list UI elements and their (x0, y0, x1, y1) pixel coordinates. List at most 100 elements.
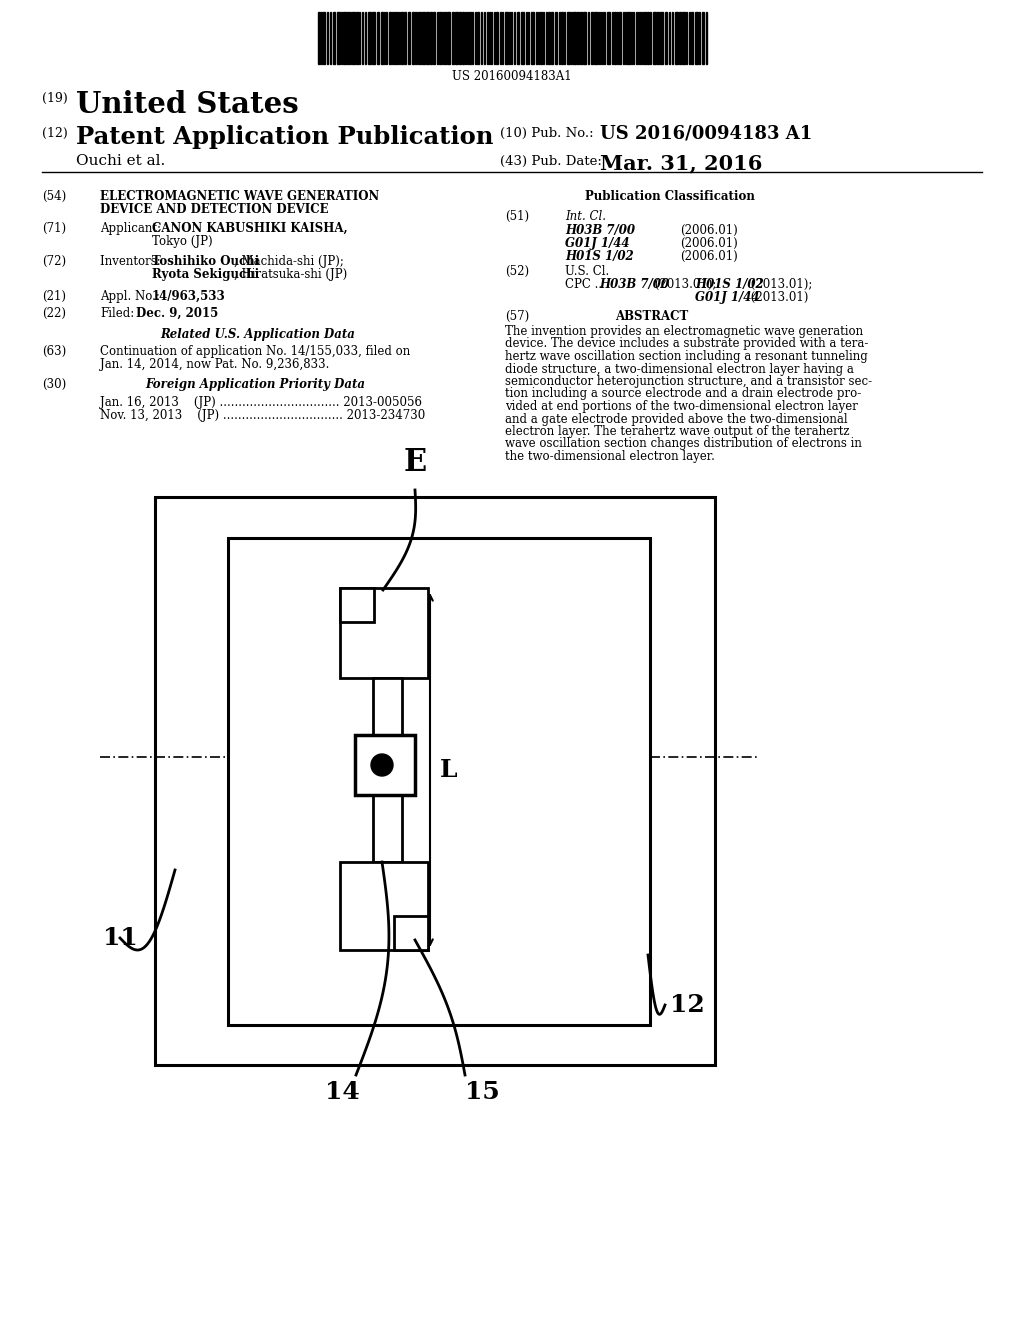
Text: vided at end portions of the two-dimensional electron layer: vided at end portions of the two-dimensi… (505, 400, 858, 413)
Bar (372, 12, 375, 63)
Text: Nov. 13, 2013    (JP) ................................ 2013-234730: Nov. 13, 2013 (JP) .....................… (100, 409, 425, 422)
Text: ABSTRACT: ABSTRACT (615, 310, 688, 323)
Text: and a gate electrode provided above the two-dimensional: and a gate electrode provided above the … (505, 412, 848, 425)
Bar (352, 12, 355, 63)
Text: G01J 1/44: G01J 1/44 (565, 238, 630, 249)
Bar (555, 12, 557, 63)
Text: Filed:: Filed: (100, 308, 134, 319)
Text: (57): (57) (505, 310, 529, 323)
Bar (653, 12, 656, 63)
Text: the two-dimensional electron layer.: the two-dimensional electron layer. (505, 450, 715, 463)
Text: (2013.01);: (2013.01); (746, 279, 812, 290)
Text: (10) Pub. No.:: (10) Pub. No.: (500, 127, 594, 140)
Bar (355, 735, 415, 795)
Bar (323, 12, 325, 63)
Text: Continuation of application No. 14/155,033, filed on: Continuation of application No. 14/155,0… (100, 345, 411, 358)
Text: Applicant:: Applicant: (100, 222, 165, 235)
Bar (580, 12, 582, 63)
Bar (614, 12, 616, 63)
Bar (618, 12, 621, 63)
Bar (318, 12, 319, 63)
Bar (505, 12, 508, 63)
Bar (496, 12, 498, 63)
Bar (430, 12, 432, 63)
Bar (422, 12, 425, 63)
Text: H03B 7/00: H03B 7/00 (565, 224, 635, 238)
Text: Int. Cl.: Int. Cl. (565, 210, 606, 223)
Bar (682, 12, 685, 63)
Text: electron layer. The terahertz wave output of the terahertz: electron layer. The terahertz wave outpu… (505, 425, 850, 438)
Bar (469, 12, 471, 63)
Bar (340, 862, 428, 950)
Bar (356, 12, 358, 63)
Bar (567, 12, 570, 63)
Text: Ouchi et al.: Ouchi et al. (76, 154, 165, 168)
Text: Jan. 16, 2013    (JP) ................................ 2013-005056: Jan. 16, 2013 (JP) .....................… (100, 396, 422, 409)
Text: Publication Classification: Publication Classification (585, 190, 755, 203)
Text: wave oscillation section changes distribution of electrons in: wave oscillation section changes distrib… (505, 437, 862, 450)
Text: 14/963,533: 14/963,533 (152, 290, 225, 304)
Text: ELECTROMAGNETIC WAVE GENERATION: ELECTROMAGNETIC WAVE GENERATION (100, 190, 379, 203)
Bar (695, 12, 698, 63)
Bar (577, 12, 579, 63)
Text: DEVICE AND DETECTION DEVICE: DEVICE AND DETECTION DEVICE (100, 203, 329, 216)
Text: diode structure, a two-dimensional electron layer having a: diode structure, a two-dimensional elect… (505, 363, 854, 375)
Bar (517, 12, 519, 63)
Text: Inventors:: Inventors: (100, 255, 165, 268)
Text: (43) Pub. Date:: (43) Pub. Date: (500, 154, 602, 168)
Text: CANON KABUSHIKI KAISHA,: CANON KABUSHIKI KAISHA, (152, 222, 347, 235)
Text: (12): (12) (42, 127, 68, 140)
Text: H01S 1/02: H01S 1/02 (695, 279, 764, 290)
Bar (412, 12, 414, 63)
Text: (2013.01);: (2013.01); (651, 279, 720, 290)
Bar (548, 12, 550, 63)
Bar (394, 916, 428, 950)
Bar (433, 12, 435, 63)
Bar (607, 12, 610, 63)
Bar (444, 12, 446, 63)
Bar (228, 539, 650, 1026)
Text: , Hiratsuka-shi (JP): , Hiratsuka-shi (JP) (234, 268, 347, 281)
Bar (408, 12, 410, 63)
Bar (459, 12, 461, 63)
Text: United States: United States (76, 90, 299, 119)
Bar (679, 12, 681, 63)
Text: (30): (30) (42, 378, 67, 391)
Text: E: E (403, 447, 427, 478)
Bar (691, 12, 693, 63)
Text: 11: 11 (102, 927, 137, 950)
Text: U.S. Cl.: U.S. Cl. (565, 265, 609, 279)
Text: (22): (22) (42, 308, 66, 319)
Text: Toshihiko Ouchi: Toshihiko Ouchi (152, 255, 259, 268)
Bar (155, 498, 715, 1065)
Bar (657, 12, 659, 63)
Text: (2013.01): (2013.01) (746, 290, 808, 304)
Text: 12: 12 (670, 993, 705, 1016)
Bar (394, 12, 396, 63)
Text: Mar. 31, 2016: Mar. 31, 2016 (600, 153, 763, 173)
Text: (19): (19) (42, 92, 68, 106)
Bar (591, 12, 593, 63)
Text: (63): (63) (42, 345, 67, 358)
Text: (2006.01): (2006.01) (680, 224, 737, 238)
Bar (333, 12, 335, 63)
Bar (381, 12, 383, 63)
Text: tion including a source electrode and a drain electrode pro-: tion including a source electrode and a … (505, 388, 861, 400)
Text: CPC ..: CPC .. (565, 279, 606, 290)
Bar (540, 12, 542, 63)
Bar (373, 678, 402, 756)
Text: Tokyo (JP): Tokyo (JP) (152, 235, 213, 248)
Text: G01J 1/44: G01J 1/44 (695, 290, 760, 304)
Text: Ryota Sekiguchi: Ryota Sekiguchi (152, 268, 259, 281)
Bar (573, 12, 575, 63)
Circle shape (371, 754, 393, 776)
Bar (647, 12, 649, 63)
Bar (368, 12, 371, 63)
Text: (2006.01): (2006.01) (680, 249, 737, 263)
Text: (54): (54) (42, 190, 67, 203)
Text: semiconductor heterojunction structure, and a transistor sec-: semiconductor heterojunction structure, … (505, 375, 872, 388)
Text: US 2016/0094183 A1: US 2016/0094183 A1 (600, 124, 812, 143)
Bar (340, 587, 428, 678)
Text: (51): (51) (505, 210, 529, 223)
Bar (627, 12, 630, 63)
